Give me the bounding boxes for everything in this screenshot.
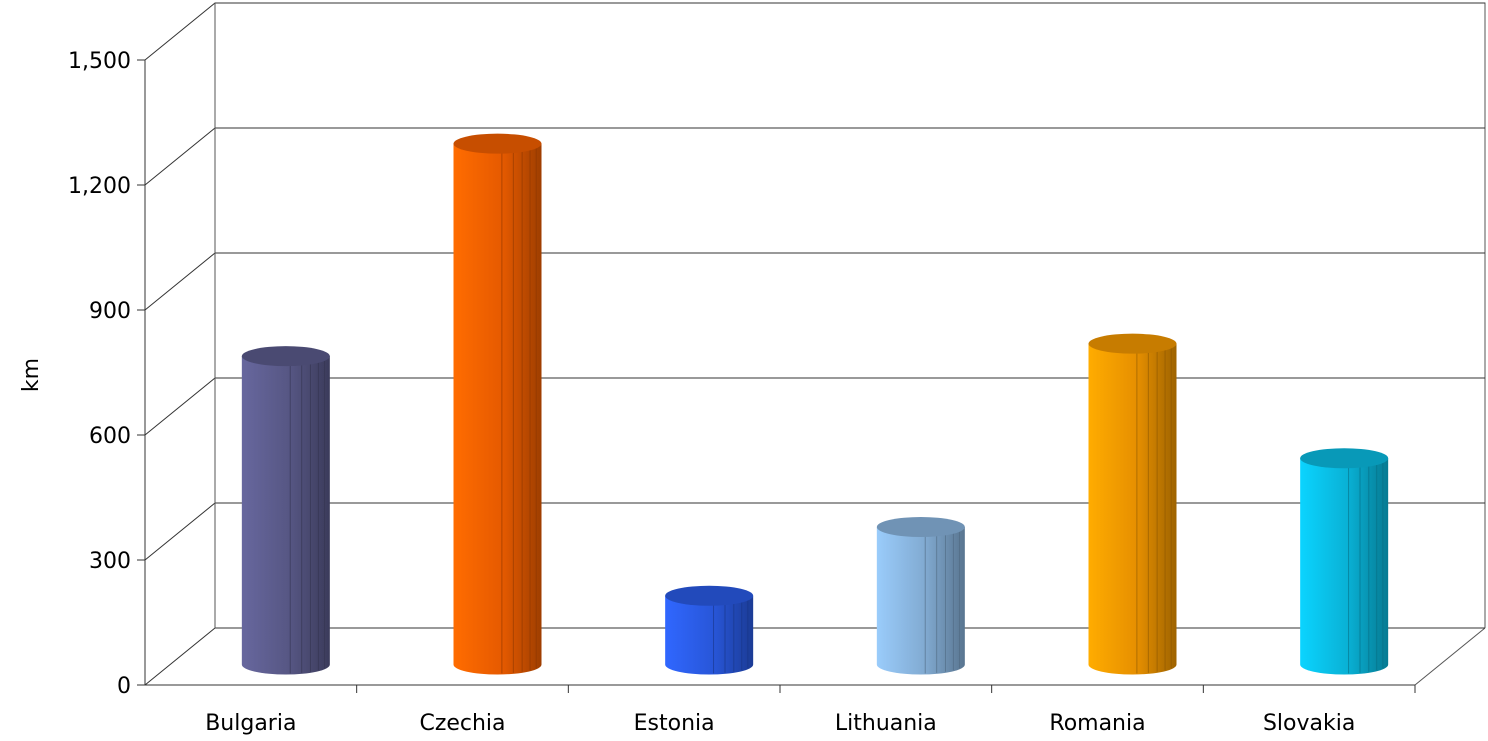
x-tick-labels: Bulgaria Czechia Estonia Lithuania Romania Sl… xyxy=(205,711,1355,736)
bar xyxy=(1300,448,1389,675)
gridline xyxy=(144,127,1485,186)
gridline xyxy=(144,377,1485,436)
x-tick-label: Slovakia xyxy=(1263,711,1355,736)
y-tick-label: 900 xyxy=(89,299,131,324)
gridlines xyxy=(144,2,1485,686)
bar-top xyxy=(1300,448,1389,469)
floor-edge xyxy=(1414,627,1486,686)
bar xyxy=(1088,333,1177,675)
y-tick-label: 300 xyxy=(89,549,131,574)
y-axis-title: km xyxy=(19,358,44,392)
y-tick-label: 1,200 xyxy=(68,174,131,199)
bar-body xyxy=(1088,343,1177,675)
bar-body xyxy=(241,356,330,675)
y-tick-labels: 0 300 600 900 1,200 1,500 xyxy=(68,49,131,699)
x-tick-label: Bulgaria xyxy=(205,711,296,736)
bars xyxy=(241,133,1389,675)
bar-body xyxy=(665,595,754,675)
gridline xyxy=(144,502,1485,561)
bar xyxy=(453,133,542,675)
x-tick-label: Estonia xyxy=(634,711,715,736)
bar-body xyxy=(453,143,542,675)
bar-top xyxy=(1088,333,1177,354)
bar-top xyxy=(241,346,330,367)
bar xyxy=(876,517,965,675)
y-tick-label: 1,500 xyxy=(68,49,131,74)
bar-body xyxy=(1300,458,1389,675)
axes xyxy=(137,3,1416,693)
y-tick-label: 600 xyxy=(89,424,131,449)
x-tick-label: Lithuania xyxy=(835,711,937,736)
bar-top xyxy=(453,133,542,154)
y-tick-label: 0 xyxy=(117,674,131,699)
bar-body xyxy=(876,527,965,675)
x-tick-label: Czechia xyxy=(419,711,505,736)
chart-walls xyxy=(215,2,1486,686)
bar-top xyxy=(876,517,965,537)
gridline xyxy=(144,252,1485,311)
bar-top xyxy=(665,585,754,606)
back-wall-outline xyxy=(215,2,1486,628)
bar xyxy=(241,346,330,675)
gridline xyxy=(144,2,1485,61)
x-tick-label: Romania xyxy=(1049,711,1145,736)
gridline xyxy=(144,627,1485,686)
bar xyxy=(665,585,754,675)
